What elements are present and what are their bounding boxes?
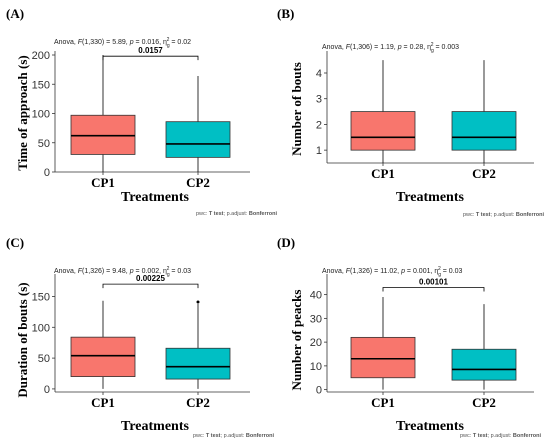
y-tick-label: 200 bbox=[32, 50, 50, 62]
p-value-label: 0.0157 bbox=[138, 46, 163, 55]
y-tick-label: 150 bbox=[32, 291, 50, 303]
box-cp1 bbox=[350, 336, 416, 379]
box-cp1 bbox=[350, 111, 416, 151]
y-tick-label: 100 bbox=[32, 109, 50, 121]
y-axis-title: Number of bouts bbox=[289, 62, 304, 156]
y-axis-title: Number of peacks bbox=[289, 290, 304, 391]
panel-label: (D) bbox=[277, 235, 295, 250]
panel-label: (A) bbox=[6, 6, 24, 21]
panel-label: (C) bbox=[6, 235, 24, 250]
chart-panel-d: (D) Anova, F(1,326) = 11.02, p = 0.001, η… bbox=[277, 235, 541, 439]
y-tick-label: 0 bbox=[44, 384, 50, 396]
y-tick-label: 0 bbox=[44, 167, 50, 179]
y-tick-label: 100 bbox=[32, 322, 50, 334]
y-tick-label: 150 bbox=[32, 79, 50, 91]
y-tick-label: 2 bbox=[316, 119, 322, 131]
x-tick-label: CP2 bbox=[186, 395, 210, 410]
box-cp1 bbox=[70, 336, 136, 377]
p-value-label: 0.00225 bbox=[136, 274, 165, 283]
y-axis-title: Time of approach (s) bbox=[15, 55, 30, 170]
x-axis-title: Treatments bbox=[396, 190, 464, 205]
chart-panel-a: (A) Anova, F(1,330) = 5.89, p = 0.016, ηg… bbox=[6, 6, 277, 217]
panel-label: (B) bbox=[277, 6, 294, 21]
box-cp2 bbox=[451, 348, 517, 381]
chart-panel-b: (B) Anova, F(1,306) = 1.19, p = 0.28, ηg2… bbox=[277, 6, 544, 218]
y-tick-label: 20 bbox=[310, 337, 322, 349]
y-tick-label: 0 bbox=[316, 385, 322, 397]
anova-stats-line: Anova, F(1,330) = 5.89, p = 0.016, ηg2 =… bbox=[54, 37, 191, 49]
chart-panel-c: (C) Anova, F(1,326) = 9.48, p = 0.002, ηg… bbox=[6, 235, 274, 439]
pwc-footnote: pwc: T test; p.adjust: Bonferroni bbox=[463, 212, 544, 218]
y-tick-label: 50 bbox=[38, 353, 50, 365]
y-tick-label: 50 bbox=[38, 138, 50, 150]
x-tick-label: CP2 bbox=[472, 395, 496, 410]
box-cp2 bbox=[165, 121, 231, 158]
box-cp2 bbox=[165, 347, 231, 380]
y-tick-label: 30 bbox=[310, 313, 322, 325]
anova-stats-line: Anova, F(1,326) = 9.48, p = 0.002, ηg2 =… bbox=[54, 266, 191, 278]
x-tick-label: CP1 bbox=[371, 395, 395, 410]
pwc-footnote: pwc: T test; p.adjust: Bonferroni bbox=[193, 433, 274, 439]
outlier-point bbox=[196, 300, 200, 304]
x-tick-label: CP1 bbox=[91, 395, 115, 410]
significance-bracket bbox=[102, 283, 199, 289]
pwc-footnote: pwc: T test; p.adjust: Bonferroni bbox=[196, 211, 277, 217]
y-axis-title: Duration of bouts (s) bbox=[15, 282, 30, 397]
x-tick-label: CP1 bbox=[371, 166, 395, 181]
y-tick-label: 4 bbox=[316, 68, 322, 80]
significance-bracket bbox=[102, 55, 199, 61]
x-tick-label: CP2 bbox=[472, 166, 496, 181]
x-axis-title: Treatments bbox=[121, 190, 189, 205]
y-tick-label: 10 bbox=[310, 361, 322, 373]
pwc-footnote: pwc: T test; p.adjust: Bonferroni bbox=[460, 433, 541, 439]
p-value-label: 0.00101 bbox=[419, 278, 448, 287]
y-tick-label: 40 bbox=[310, 290, 322, 302]
x-tick-label: CP2 bbox=[186, 175, 210, 190]
y-tick-label: 1 bbox=[316, 145, 322, 157]
anova-stats-line: Anova, F(1,326) = 11.02, p = 0.001, ηg2 … bbox=[322, 266, 463, 278]
box-cp1 bbox=[70, 114, 136, 155]
box-cp2 bbox=[451, 111, 517, 151]
x-tick-label: CP1 bbox=[91, 175, 115, 190]
anova-stats-line: Anova, F(1,306) = 1.19, p = 0.28, ηg2 = … bbox=[322, 42, 459, 54]
significance-bracket bbox=[382, 287, 485, 292]
x-axis-title: Treatments bbox=[121, 419, 189, 434]
y-tick-label: 3 bbox=[316, 94, 322, 106]
x-axis-title: Treatments bbox=[396, 419, 464, 434]
